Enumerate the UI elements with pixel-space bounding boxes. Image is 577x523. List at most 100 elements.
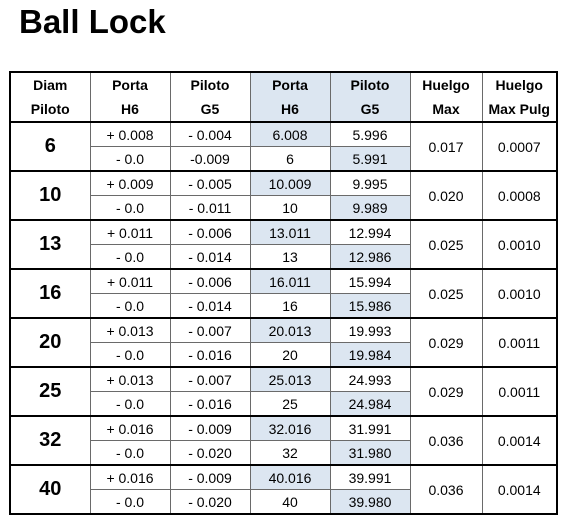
diam-piloto-cell: 32: [9, 415, 91, 466]
huelgo-max-pulg-cell: 0.0007: [481, 121, 558, 172]
porta-tolerance-cell: - 0.0: [89, 391, 171, 417]
header-piloto-g5: Piloto G5: [329, 71, 411, 123]
porta-tolerance-cell: - 0.0: [89, 489, 171, 515]
huelgo-max-pulg-cell: 0.0010: [481, 268, 558, 319]
piloto-tolerance-cell: - 0.006: [169, 268, 251, 294]
porta-h6-cell: 32: [249, 440, 331, 466]
porta-tolerance-cell: + 0.013: [89, 317, 171, 343]
huelgo-max-cell: 0.029: [409, 366, 483, 417]
porta-tolerance-cell: + 0.008: [89, 121, 171, 147]
table-row: - 0.0- 0.014 16 15.986: [10, 293, 557, 319]
huelgo-max-cell: 0.025: [409, 268, 483, 319]
porta-h6-cell: 6.008: [249, 121, 331, 147]
piloto-g5-cell: 19.984: [329, 342, 411, 368]
porta-tolerance-cell: + 0.013: [89, 366, 171, 392]
porta-h6-cell: 20: [249, 342, 331, 368]
header-huelgo-max-pulg: Huelgo Max Pulg: [481, 71, 558, 123]
header-label: Porta: [272, 77, 308, 93]
porta-h6-cell: 40: [249, 489, 331, 515]
porta-h6-cell: 20.013: [249, 317, 331, 343]
piloto-tolerance-cell: - 0.005: [169, 170, 251, 196]
page-title: Ball Lock: [19, 3, 166, 40]
piloto-g5-cell: 9.995: [329, 170, 411, 196]
porta-h6-cell: 10: [249, 195, 331, 221]
ball-lock-table: Diam Piloto Porta H6 Piloto G5 Porta H6 Pilo…: [9, 71, 558, 515]
header-porta-h6-tol: Porta H6: [89, 71, 171, 123]
porta-h6-cell: 13: [249, 244, 331, 270]
huelgo-max-pulg-cell: 0.0011: [481, 317, 558, 368]
header-label: Huelgo: [495, 77, 543, 93]
huelgo-max-pulg-cell: 0.0008: [481, 170, 558, 221]
header-label: Max Pulg: [488, 101, 550, 117]
header-label: G5: [360, 101, 380, 117]
porta-h6-cell: 16.011: [249, 268, 331, 294]
porta-h6-cell: 40.016: [249, 464, 331, 490]
porta-tolerance-cell: - 0.0: [89, 293, 171, 319]
piloto-tolerance-cell: - 0.009: [169, 464, 251, 490]
piloto-tolerance-cell: - 0.007: [169, 366, 251, 392]
piloto-tolerance-cell: - 0.020: [169, 440, 251, 466]
header-label: Piloto: [350, 77, 390, 93]
piloto-tolerance-cell: - 0.007: [169, 317, 251, 343]
header-label: Huelgo: [422, 77, 470, 93]
porta-h6-cell: 13.011: [249, 219, 331, 245]
piloto-g5-cell: 15.986: [329, 293, 411, 319]
porta-h6-cell: 6: [249, 146, 331, 172]
header-label: Piloto: [30, 101, 70, 117]
table-row: 13 + 0.011- 0.006 13.011 12.994 0.025 0.0010: [9, 219, 558, 270]
table-row: 6 + 0.008- 0.004 6.008 5.996 0.017 0.0007: [9, 121, 558, 172]
huelgo-max-cell: 0.025: [409, 219, 483, 270]
diam-piloto-cell: 25: [9, 366, 91, 417]
header-porta-h6: Porta H6: [249, 71, 331, 123]
piloto-g5-cell: 5.996: [329, 121, 411, 147]
porta-tolerance-cell: - 0.0: [89, 342, 171, 368]
header-huelgo-max: Huelgo Max: [409, 71, 483, 123]
piloto-tolerance-cell: - 0.014: [169, 244, 251, 270]
header-label: G5: [200, 101, 220, 117]
porta-tolerance-cell: - 0.0: [89, 244, 171, 270]
huelgo-max-pulg-cell: 0.0014: [481, 415, 558, 466]
piloto-g5-cell: 24.984: [329, 391, 411, 417]
table-row: - 0.0- 0.014 13 12.986: [10, 244, 557, 270]
piloto-tolerance-cell: - 0.014: [169, 293, 251, 319]
huelgo-max-pulg-cell: 0.0010: [481, 219, 558, 270]
table-row: 32 + 0.016- 0.009 32.016 31.991 0.036 0.0014: [9, 415, 558, 466]
huelgo-max-cell: 0.029: [409, 317, 483, 368]
table-row: - 0.0- 0.011 10 9.989: [10, 195, 557, 221]
porta-h6-cell: 25: [249, 391, 331, 417]
porta-tolerance-cell: + 0.011: [89, 268, 171, 294]
header-label: H6: [121, 101, 139, 117]
diam-piloto-cell: 40: [9, 464, 91, 515]
table-row: 40 + 0.016- 0.009 40.016 39.991 0.036 0.0014: [9, 464, 558, 515]
table-row: 25 + 0.013- 0.007 25.013 24.993 0.029 0.0011: [9, 366, 558, 417]
header-row: Diam Piloto Porta H6 Piloto G5 Porta H6 Pilo…: [9, 71, 558, 123]
piloto-g5-cell: 12.994: [329, 219, 411, 245]
piloto-tolerance-cell: - 0.004: [169, 121, 251, 147]
header-label: Max: [432, 101, 460, 117]
piloto-g5-cell: 19.993: [329, 317, 411, 343]
piloto-g5-cell: 24.993: [329, 366, 411, 392]
porta-tolerance-cell: - 0.0: [89, 440, 171, 466]
diam-piloto-cell: 20: [9, 317, 91, 368]
porta-h6-cell: 10.009: [249, 170, 331, 196]
header-diam-piloto: Diam Piloto: [9, 71, 91, 123]
table-row: - 0.0- 0.020 32 31.980: [10, 440, 557, 466]
piloto-tolerance-cell: - 0.009: [169, 415, 251, 441]
piloto-g5-cell: 31.980: [329, 440, 411, 466]
header-label: Diam: [33, 77, 68, 93]
table-row: 10 + 0.009- 0.005 10.009 9.995 0.020 0.0008: [9, 170, 558, 221]
porta-tolerance-cell: - 0.0: [89, 146, 171, 172]
piloto-tolerance-cell: - 0.020: [169, 489, 251, 515]
table-row: 16 + 0.011- 0.006 16.011 15.994 0.025 0.0010: [9, 268, 558, 319]
table-row: - 0.0 -0.009 6 5.991: [10, 146, 557, 172]
diam-piloto-cell: 13: [9, 219, 91, 270]
diam-piloto-cell: 16: [9, 268, 91, 319]
piloto-tolerance-cell: - 0.016: [169, 342, 251, 368]
header-label: Porta: [112, 77, 148, 93]
diam-piloto-cell: 6: [9, 121, 91, 172]
piloto-g5-cell: 5.991: [329, 146, 411, 172]
piloto-g5-cell: 31.991: [329, 415, 411, 441]
porta-h6-cell: 25.013: [249, 366, 331, 392]
porta-tolerance-cell: + 0.009: [89, 170, 171, 196]
table-row: - 0.0- 0.016 20 19.984: [10, 342, 557, 368]
